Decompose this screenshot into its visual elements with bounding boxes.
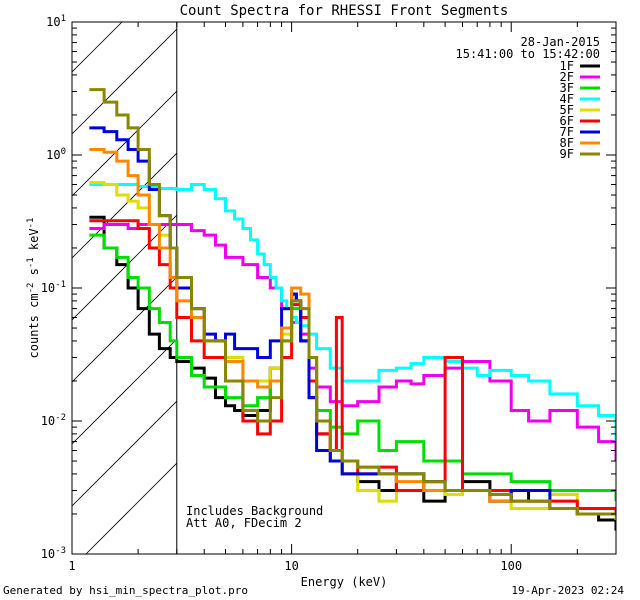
legend: 28-Jan-2015 15:41:00 to 15:42:00 1F2F3F4… — [456, 35, 601, 161]
series-line-8f — [89, 148, 616, 516]
legend-date: 28-Jan-2015 — [521, 35, 600, 49]
annotation-attenuator: Att A0, FDecim 2 — [186, 516, 302, 530]
legend-label-5f: 5F — [560, 103, 574, 117]
hatch-line — [72, 338, 178, 445]
footer-date: 19-Apr-2023 02:24 — [511, 584, 624, 597]
y-label-part: keV — [27, 228, 41, 257]
series-line-7f — [89, 126, 616, 516]
series-line-5f — [89, 181, 616, 520]
legend-label-8f: 8F — [560, 136, 574, 150]
hatch-line — [72, 0, 177, 10]
y-label-sup: -2 — [26, 283, 36, 294]
legend-label-9f: 9F — [560, 147, 574, 161]
series-line-2f — [89, 223, 616, 461]
y-axis-label: counts cm-2 s-1 keV-1 — [26, 218, 41, 359]
annotation-background: Includes Background — [186, 504, 323, 518]
y-tick-label: 10-2 — [41, 413, 66, 428]
axis-ticks — [71, 21, 617, 555]
hatch-line — [85, 462, 178, 554]
x-tick-label: 100 — [500, 559, 522, 573]
hatch-line — [72, 152, 178, 259]
hatched-region — [72, 0, 178, 554]
series-layer — [89, 88, 616, 531]
legend-label-3f: 3F — [560, 81, 574, 95]
hatch-line — [72, 400, 178, 507]
y-label-part: s — [27, 268, 41, 282]
legend-label-2f: 2F — [560, 70, 574, 84]
y-label-sup: -1 — [26, 218, 36, 229]
legend-label-7f: 7F — [560, 125, 574, 139]
legend-time-range: 15:41:00 to 15:42:00 — [456, 47, 601, 61]
x-tick-label: 1 — [68, 559, 75, 573]
series-line-9f — [89, 88, 616, 516]
y-label-sup: -1 — [26, 257, 36, 268]
tick-labels: 1 10 100 10-3 10-2 10-1 100 101 — [41, 14, 522, 573]
hatch-line — [72, 90, 178, 197]
series-line-6f — [89, 219, 616, 514]
hatch-line — [72, 22, 123, 73]
legend-label-1f: 1F — [560, 59, 574, 73]
hatch-line — [72, 214, 178, 321]
y-tick-label: 101 — [46, 14, 66, 29]
y-tick-label: 10-3 — [41, 546, 66, 561]
x-tick-label: 10 — [284, 559, 298, 573]
footer-generated-by: Generated by hsi_min_spectra_plot.pro — [3, 584, 248, 597]
hatch-line — [72, 276, 178, 383]
y-label-part: counts cm — [27, 293, 41, 358]
x-axis-label: Energy (keV) — [301, 575, 388, 589]
y-tick-label: 100 — [46, 147, 66, 162]
hatch-line — [72, 28, 178, 135]
y-tick-label: 10-1 — [41, 280, 66, 295]
chart-title: Count Spectra for RHESSI Front Segments — [180, 3, 509, 19]
legend-label-6f: 6F — [560, 114, 574, 128]
legend-label-4f: 4F — [560, 92, 574, 106]
